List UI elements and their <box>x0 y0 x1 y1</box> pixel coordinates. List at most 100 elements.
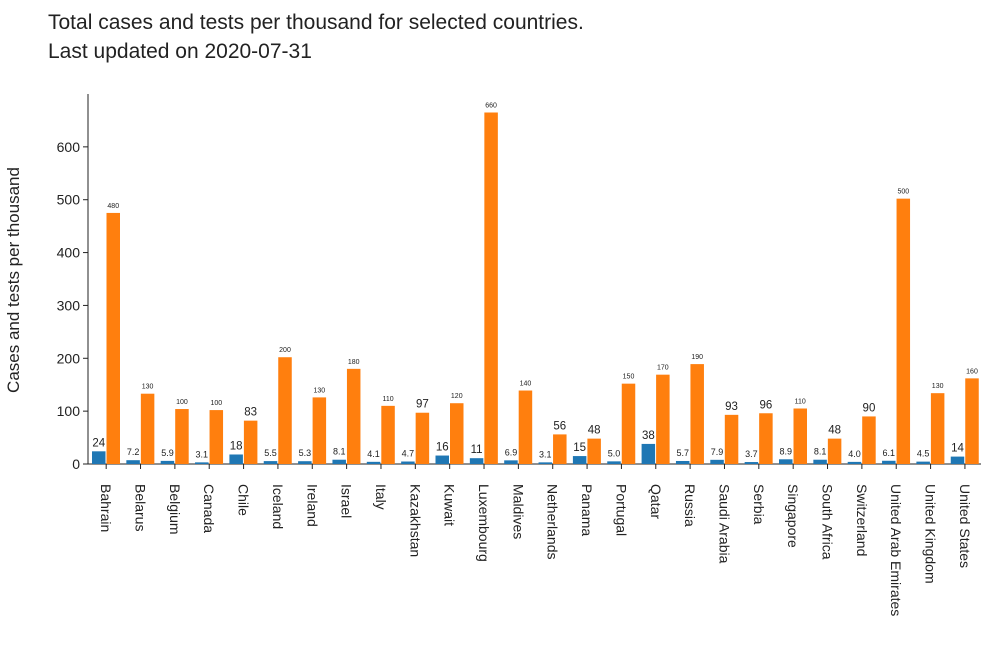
x-tick-label: Belgium <box>167 484 183 535</box>
tests-bar <box>106 212 120 464</box>
cases-bar <box>538 462 553 464</box>
x-tick-label: Netherlands <box>545 484 561 560</box>
y-tick-label: 400 <box>57 245 81 261</box>
x-tick-label: Russia <box>682 484 698 527</box>
cases-bar <box>950 456 965 464</box>
cases-bar <box>504 460 518 464</box>
data-label: 110 <box>795 399 806 406</box>
x-tick-label: Switzerland <box>854 484 870 556</box>
data-label: 8.1 <box>333 447 346 457</box>
y-tick-label: 200 <box>57 350 81 366</box>
data-label: 8.9 <box>779 446 792 456</box>
tests-bar <box>690 364 704 464</box>
cases-bar <box>160 460 175 464</box>
data-label: 15 <box>573 442 586 454</box>
data-label: 7.2 <box>127 447 140 457</box>
data-label: 3.1 <box>196 449 209 459</box>
tests-bar <box>827 438 842 464</box>
tests-bar <box>140 393 155 464</box>
data-label: 4.7 <box>402 449 415 459</box>
tests-bar <box>312 397 327 464</box>
y-tick-label: 500 <box>57 192 81 208</box>
x-tick-label: Serbia <box>751 484 767 525</box>
cases-bar <box>332 459 346 464</box>
x-tick-label: Qatar <box>648 484 664 519</box>
data-label: 130 <box>314 387 326 394</box>
data-label: 190 <box>691 354 703 361</box>
data-label: 100 <box>210 400 222 407</box>
x-tick-label: Chile <box>236 484 252 516</box>
data-label: 130 <box>932 383 944 390</box>
data-label: 5.0 <box>608 448 621 458</box>
cases-bar <box>744 462 759 464</box>
x-tick-label: United States <box>957 484 973 568</box>
y-tick-label: 300 <box>57 297 81 313</box>
cases-bar <box>882 460 896 464</box>
chart-title: Total cases and tests per thousand for s… <box>48 8 584 66</box>
cases-bar <box>607 461 621 464</box>
data-label: 3.1 <box>539 449 552 459</box>
tests-bar <box>243 420 258 464</box>
data-label: 7.9 <box>711 447 724 457</box>
tests-bar <box>862 416 876 464</box>
x-tick-label: Canada <box>201 484 217 533</box>
chart-title-line1: Total cases and tests per thousand for s… <box>48 11 584 34</box>
cases-bar <box>710 459 724 464</box>
cases-bar <box>469 458 484 464</box>
data-label: 150 <box>623 374 635 381</box>
cases-bar <box>675 460 690 464</box>
data-label: 100 <box>176 399 188 406</box>
data-label: 5.3 <box>299 448 312 458</box>
y-tick-label: 600 <box>57 139 81 155</box>
tests-bar <box>621 383 636 464</box>
x-tick-label: Israel <box>339 484 355 518</box>
data-label: 56 <box>553 420 566 432</box>
data-label: 110 <box>382 396 393 403</box>
data-label: 3.7 <box>745 449 758 459</box>
data-label: 6.1 <box>883 448 896 458</box>
cases-bar <box>298 461 312 464</box>
data-label: 16 <box>436 442 449 454</box>
cases-bar <box>263 461 278 464</box>
tests-bar <box>724 414 739 464</box>
data-label: 200 <box>279 347 291 354</box>
data-label: 24 <box>92 437 105 449</box>
cases-bar <box>366 461 381 464</box>
cases-bar <box>779 459 793 464</box>
x-tick-label: Portugal <box>613 484 629 536</box>
x-tick-label: Kazakhstan <box>407 484 423 557</box>
data-label: 4.0 <box>848 449 861 459</box>
tests-bar <box>450 403 464 464</box>
cases-bar <box>572 456 587 464</box>
tests-bar <box>553 434 567 464</box>
data-label: 480 <box>107 203 119 210</box>
tests-bar <box>209 410 224 464</box>
x-tick-label: Saudi Arabia <box>716 484 732 564</box>
data-label: 170 <box>657 365 669 372</box>
x-tick-label: South Africa <box>820 484 836 560</box>
cases-bar <box>916 461 930 464</box>
data-label: 180 <box>348 359 360 366</box>
data-label: 160 <box>966 368 978 375</box>
y-tick-label: 100 <box>57 403 81 419</box>
y-tick-label: 0 <box>72 456 80 472</box>
tests-bar <box>930 393 945 464</box>
x-tick-label: Panama <box>579 484 595 536</box>
data-label: 5.7 <box>676 448 689 458</box>
data-label: 90 <box>863 402 876 414</box>
chart-subtitle: Last updated on 2020-07-31 <box>48 40 312 63</box>
x-tick-label: Italy <box>373 484 389 510</box>
data-label: 4.1 <box>367 449 380 459</box>
tests-bar <box>175 409 189 464</box>
data-label: 96 <box>760 399 773 411</box>
cases-bar <box>401 461 415 464</box>
data-label: 38 <box>642 430 655 442</box>
tests-bar <box>518 390 533 464</box>
data-label: 18 <box>230 440 243 452</box>
data-label: 8.1 <box>814 447 827 457</box>
data-label: 130 <box>142 384 154 391</box>
cases-bar <box>195 462 209 464</box>
tests-bar <box>278 357 292 464</box>
x-tick-label: Bahrain <box>98 484 114 532</box>
